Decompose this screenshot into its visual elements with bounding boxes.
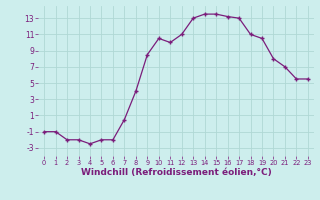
X-axis label: Windchill (Refroidissement éolien,°C): Windchill (Refroidissement éolien,°C) xyxy=(81,168,271,177)
